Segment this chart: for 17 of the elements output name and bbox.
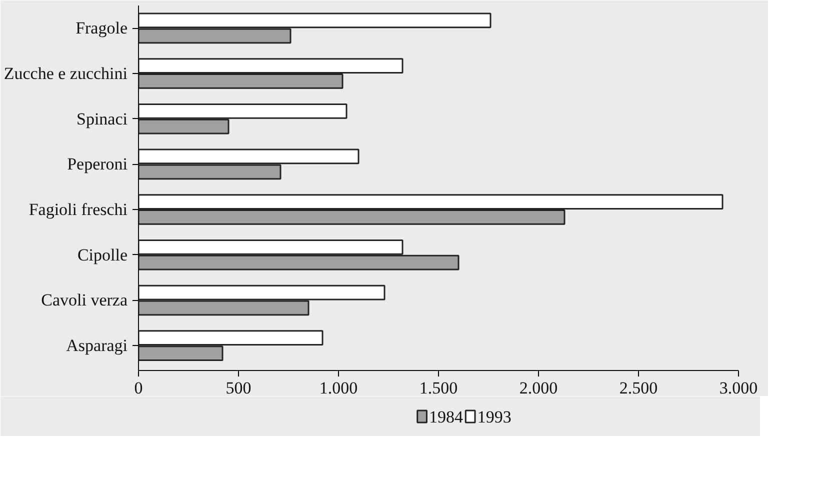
y-tick-label: Zucche e zucchini [4,64,128,84]
y-tick-label: Fagioli freschi [28,200,128,220]
y-tick-label: Cavoli verza [41,290,128,310]
y-tick-label: Asparagi [66,336,128,356]
x-tick-label: 500 [226,378,252,398]
y-tick-label: Cipolle [77,245,128,264]
x-tick-label: 0 [134,378,143,398]
x-tick-label: 1.500 [419,378,458,398]
legend-label: 1984 [429,408,464,426]
x-tick-label: 1.000 [319,378,358,398]
x-tick-label: 2.500 [619,378,658,398]
y-tick-label: Spinaci [76,109,128,128]
legend-label: 1993 [477,408,512,426]
y-tick-label: Fragole [76,18,128,38]
y-tick-label: Peperoni [67,154,128,174]
x-tick-label: 3.000 [719,378,758,398]
x-tick-label: 2.000 [519,378,558,398]
